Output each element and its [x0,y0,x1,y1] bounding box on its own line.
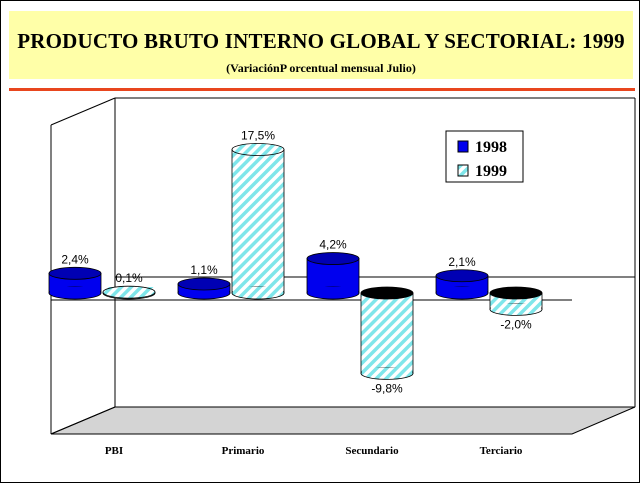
data-labels: 2,4% 0,1% 1,1% 17,5% 4,2% -9,8% 2,1% -2,0% [61,129,532,396]
zero-baseline [51,276,635,301]
chart-floor [50,406,636,435]
x-tick-label: Terciario [480,445,523,457]
chart-bars [48,143,543,380]
x-tick-label: Primario [222,445,265,457]
bar-cap [231,143,285,156]
chart-title: PRODUCTO BRUTO INTERNO GLOBAL Y SECTORIA… [17,29,625,53]
title-box: PRODUCTO BRUTO INTERNO GLOBAL Y SECTORIA… [9,11,633,79]
bar [48,266,102,300]
bar-cap [435,269,489,283]
bar [102,285,156,300]
bar-base-mask [307,287,359,293]
x-tick-label: PBI [105,445,123,457]
data-label: 4,2% [319,238,347,252]
bar [360,286,414,380]
legend-label: 1998 [475,139,507,156]
chart-legend: 1998 1999 [445,130,524,183]
data-label: 17,5% [241,129,275,143]
bar-base-mask [436,287,488,293]
bar-cap [306,252,360,265]
legend-label: 1999 [475,163,507,180]
legend-swatch [457,140,469,153]
bar-body [231,149,285,294]
bar-base-mask [361,367,413,374]
data-label: 2,1% [448,255,476,269]
side-wall-top [50,97,116,126]
bar-body [360,292,414,374]
bar-cap [177,277,231,291]
bar-cap [102,285,156,299]
data-label: 1,1% [190,263,218,277]
bar [231,143,285,300]
data-label: -2,0% [500,317,532,331]
bar [489,286,543,316]
data-label: -9,8% [371,381,403,395]
bar-cap [489,286,543,300]
bar [306,252,360,300]
bar [177,277,231,300]
floor-left-edge [50,406,116,435]
x-axis-ticks: PBI Primario Secundario Terciario [105,445,523,457]
bar-base-mask [232,287,284,293]
x-tick-label: Secundario [345,445,399,457]
bar-base-mask [49,287,101,293]
data-label: 2,4% [61,252,89,266]
bar-cap [360,286,414,300]
bar-base-mask [490,303,542,310]
chart-subtitle: (VariaciónP orcentual mensual Julio) [226,61,416,75]
title-divider [9,88,635,91]
data-label: 0,1% [115,271,143,285]
bar-cap [48,266,102,280]
bar [435,269,489,300]
legend-swatch [457,164,469,177]
